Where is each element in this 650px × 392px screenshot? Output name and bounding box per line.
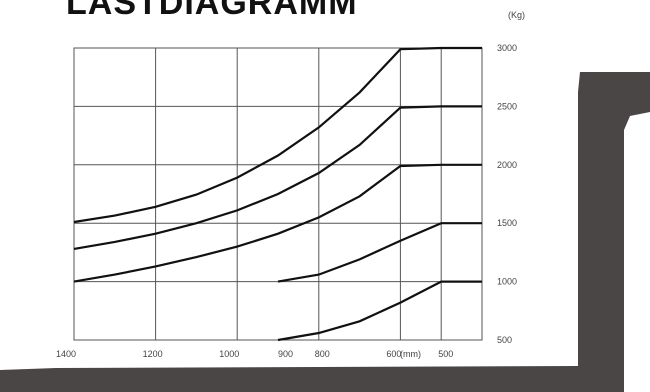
fork-silhouette: [0, 72, 650, 392]
x-tick-label: 1200: [143, 349, 163, 359]
x-tick-label: 900: [278, 349, 293, 359]
y-tick-label: 2000: [497, 160, 517, 170]
x-tick-label: 800: [315, 349, 330, 359]
curves: [73, 46, 482, 342]
y-tick-label: 1000: [497, 277, 517, 287]
x-unit-label: (mm): [400, 349, 421, 359]
load-curve-5: [277, 280, 482, 342]
x-tick-label: 500: [438, 349, 453, 359]
load-curve-1: [73, 46, 482, 224]
load-curve-3: [73, 163, 482, 283]
y-tick-label: 3000: [497, 43, 517, 53]
x-tick-label: 1000: [219, 349, 239, 359]
x-tick-labels: 1400 1200 1000 900 800 600 500: [56, 349, 453, 359]
load-curve-2: [73, 105, 482, 250]
y-tick-label: 500: [497, 335, 512, 345]
chart-title: LASTDIAGRAMM: [66, 0, 358, 22]
load-curve-4: [277, 222, 482, 283]
y-tick-label: 2500: [497, 101, 517, 111]
x-tick-label: 1400: [56, 349, 76, 359]
x-tick-label: 600: [386, 349, 401, 359]
y-tick-label: 1500: [497, 218, 517, 228]
y-tick-labels: 3000 2500 2000 1500 1000 500: [497, 43, 517, 345]
y-unit-label: (Kg): [508, 10, 525, 20]
